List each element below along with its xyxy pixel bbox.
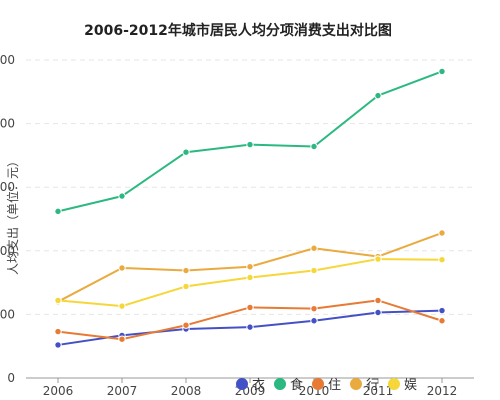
legend-item-食[interactable]: 食 [274,377,303,393]
data-point [310,304,318,313]
data-point [310,142,318,151]
y-tick-label: 4000 [0,117,15,131]
data-point [118,335,126,343]
legend-item-娱[interactable]: 娱 [388,378,417,393]
x-tick-label: 2007 [107,384,138,398]
data-point [246,323,254,331]
legend-label: 衣 [252,377,265,393]
data-point [182,148,190,156]
legend-label: 食 [290,377,303,393]
data-point [118,264,126,272]
legend-label: 娱 [404,378,417,393]
data-point [182,282,190,291]
x-tick-label: 2006 [43,384,74,398]
legend-label: 行 [366,378,379,393]
data-point [54,341,62,349]
y-tick-label: 2000 [0,244,15,258]
chart-title: 2006-2012年城市居民人均分项消费支出对比图 [84,22,392,39]
data-point [438,67,446,76]
y-axis-label: 人均支出（单位：元） [5,155,20,275]
data-point [54,296,62,305]
y-tick-label: 0 [7,371,15,385]
data-point [374,91,382,100]
x-tick-label: 2011 [363,384,394,398]
y-tick-label: 5000 [0,53,15,67]
data-point [182,266,190,275]
series-住 [54,296,446,343]
data-point [310,244,318,252]
series-lines [54,67,446,349]
data-point [374,255,382,263]
data-point [246,263,254,271]
x-tick-label: 2012 [427,384,458,398]
axes: 0100020003000400050002006200720082009201… [0,53,474,398]
data-point [54,327,62,336]
y-tick-label: 3000 [0,180,15,194]
data-point [438,317,446,325]
data-point [54,207,62,216]
data-point [310,266,318,275]
data-point [374,296,382,305]
series-食 [54,67,446,216]
grid-lines [26,59,474,315]
data-point [246,273,254,282]
legend-marker [236,378,248,390]
data-point [438,306,446,315]
series-娱 [54,255,446,310]
legend-marker [274,378,286,390]
data-point [310,317,318,325]
legend-marker [388,378,400,390]
x-tick-label: 2008 [171,384,202,398]
legend-label: 住 [328,378,341,393]
legend-item-行[interactable]: 行 [350,378,379,393]
data-point [246,140,254,149]
series-行 [54,229,446,306]
data-point [374,308,382,317]
data-point [182,321,190,329]
legend[interactable]: 衣食住行娱 [236,377,417,393]
data-point [118,192,126,200]
legend-item-住[interactable]: 住 [312,378,341,393]
data-point [438,256,446,264]
data-point [438,229,446,237]
y-tick-label: 1000 [0,307,15,321]
data-point [246,303,254,312]
legend-marker [312,378,324,390]
legend-marker [350,378,362,390]
data-point [118,302,126,310]
legend-item-衣[interactable]: 衣 [236,377,265,393]
series-衣 [54,306,446,349]
